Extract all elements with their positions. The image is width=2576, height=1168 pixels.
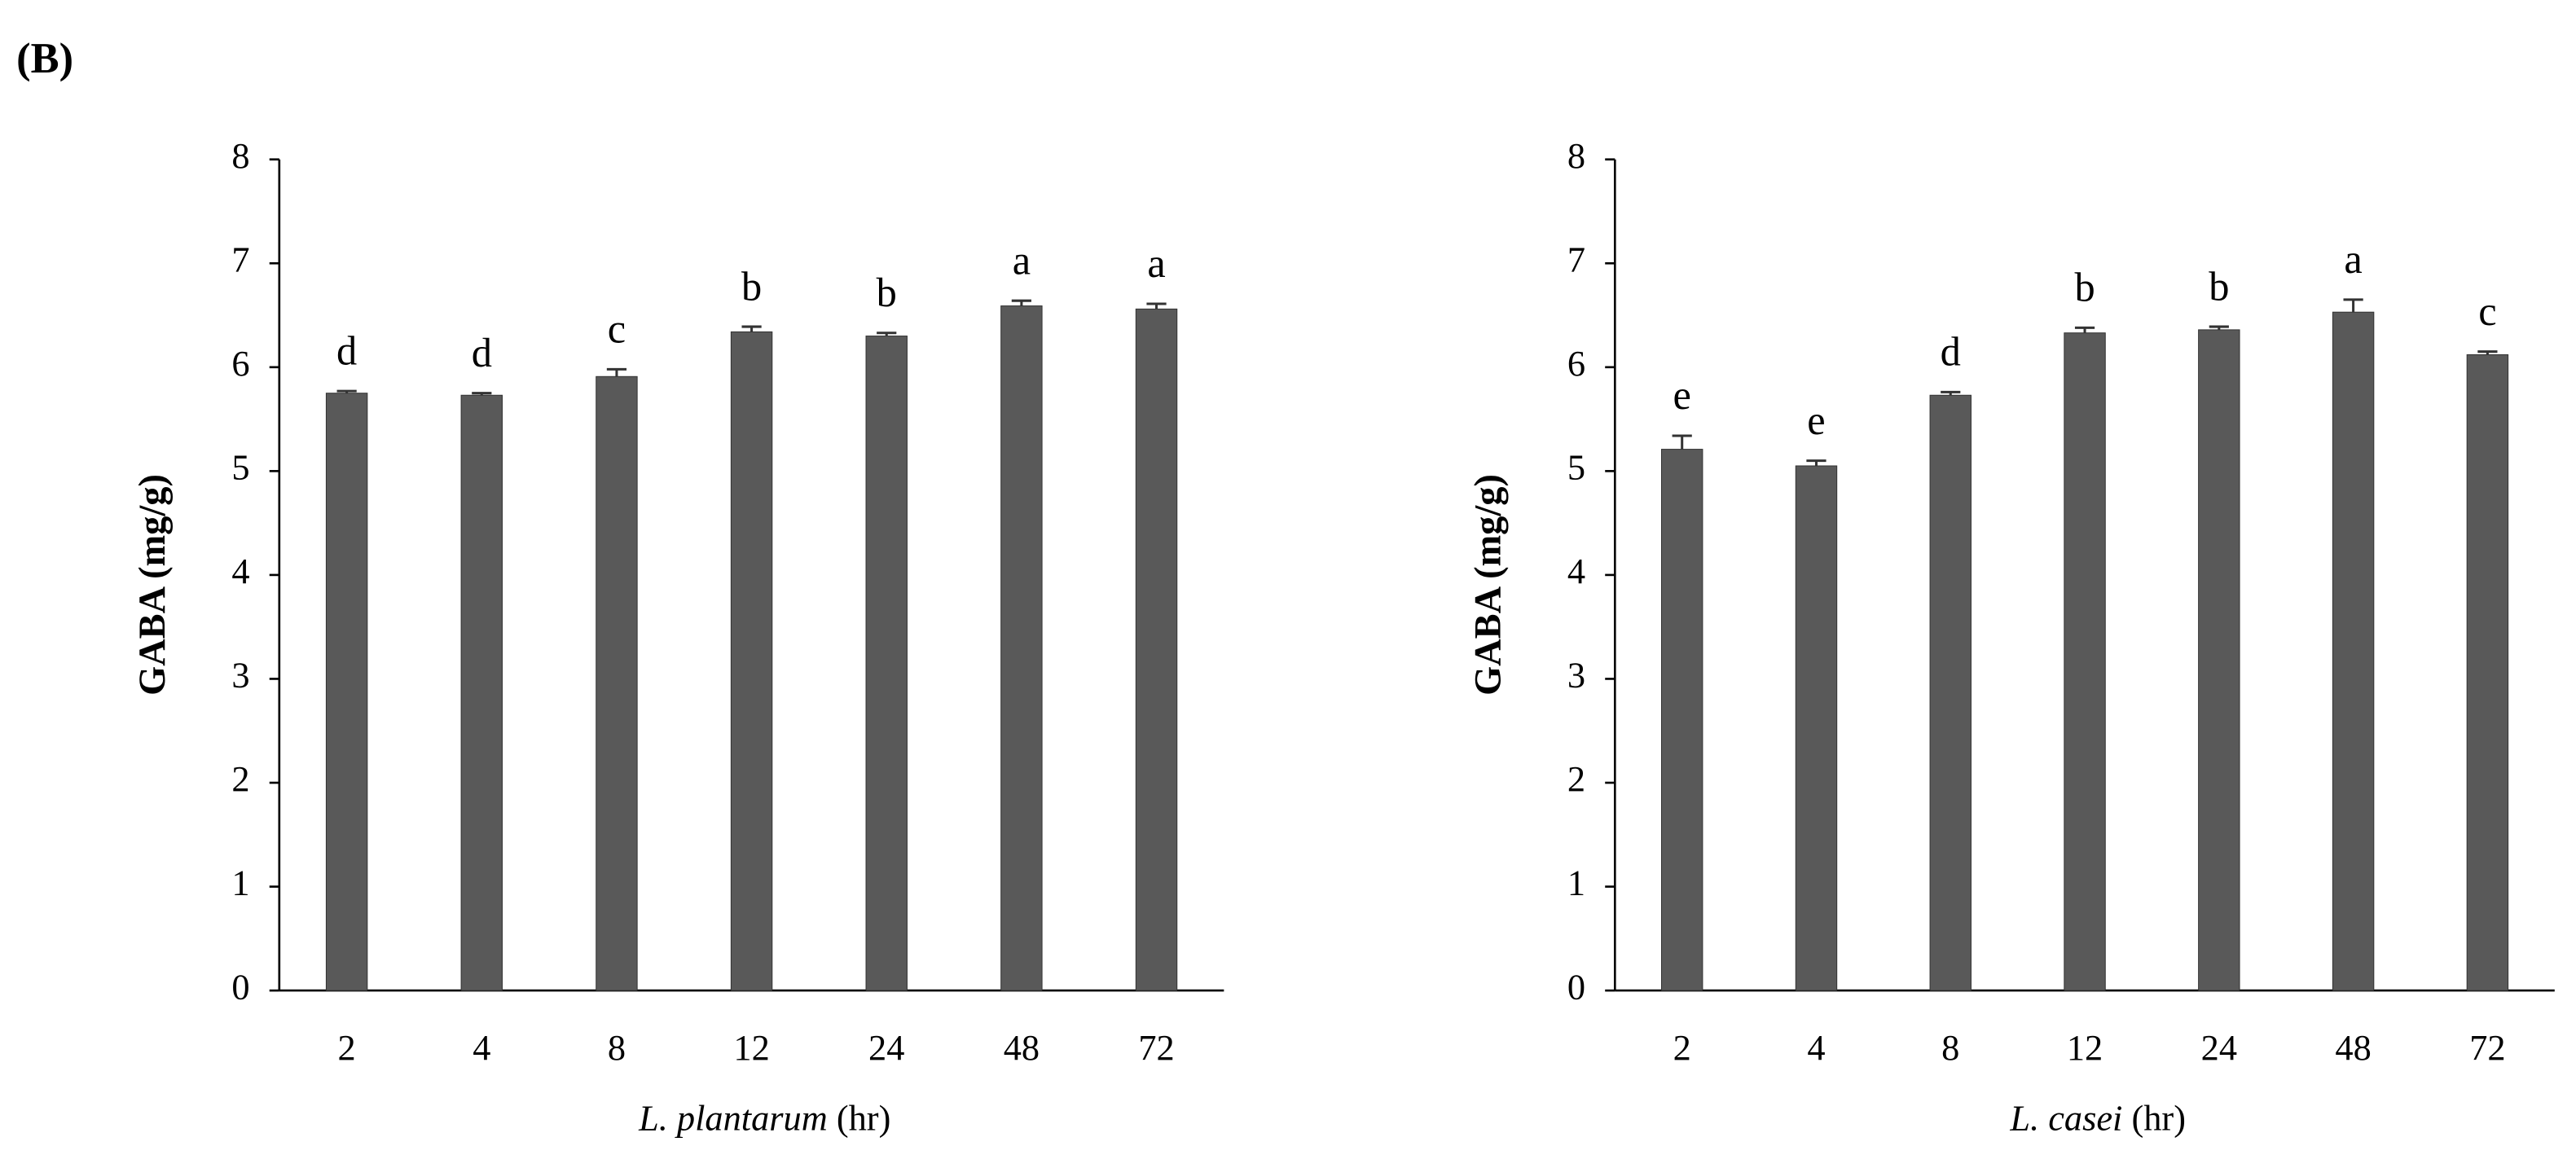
significance-label: b — [2074, 265, 2095, 310]
significance-label: e — [1807, 397, 1825, 443]
error-bar — [1011, 299, 1031, 306]
y-tick-label: 3 — [231, 655, 249, 696]
significance-label: d — [1941, 329, 1961, 375]
y-tick-label: 8 — [1567, 135, 1585, 176]
y-axis-label: GABA (mg/g) — [1468, 474, 1510, 696]
x-tick-label: 48 — [2335, 1027, 2371, 1068]
x-tick-label: 2 — [338, 1027, 356, 1068]
error-bar — [1146, 302, 1167, 310]
panel-label: (B) — [16, 35, 73, 82]
y-tick-label: 8 — [231, 135, 249, 176]
x-tick-label: 72 — [1138, 1027, 1174, 1068]
bar — [596, 375, 638, 991]
significance-label: b — [741, 263, 762, 309]
x-axis-label: L. plantarum (hr) — [638, 1098, 890, 1139]
significance-label: d — [472, 330, 492, 375]
bar — [2332, 311, 2375, 991]
bar — [2466, 354, 2509, 991]
error-bar — [1941, 390, 1961, 396]
y-axis-label: GABA (mg/g) — [132, 474, 174, 696]
bar — [865, 336, 908, 991]
significance-label: c — [608, 306, 626, 352]
y-tick-label: 6 — [1567, 343, 1585, 384]
x-axis-label-unit: (hr) — [837, 1098, 891, 1139]
error-bar — [741, 325, 762, 332]
error-bar — [1806, 459, 1826, 466]
x-axis-label-species: L. plantarum — [638, 1098, 828, 1139]
error-bar — [2074, 326, 2095, 333]
y-tick-label: 5 — [1567, 447, 1585, 488]
y-tick-label: 2 — [231, 758, 249, 799]
significance-label: d — [336, 327, 357, 373]
y-tick-label: 0 — [231, 966, 249, 1007]
bar — [460, 394, 503, 991]
bar — [2064, 332, 2106, 991]
y-tick-label: 4 — [1567, 551, 1585, 591]
x-tick-label: 12 — [2067, 1027, 2103, 1068]
y-tick-label: 1 — [231, 863, 249, 903]
bar — [1135, 308, 1178, 991]
x-tick-label: 48 — [1004, 1027, 1040, 1068]
x-tick-label: 4 — [1807, 1027, 1825, 1068]
y-tick-label: 6 — [231, 343, 249, 384]
error-bar — [877, 332, 897, 336]
significance-label: b — [877, 270, 897, 315]
significance-label: b — [2209, 263, 2229, 309]
error-bar — [2343, 298, 2363, 313]
y-tick-label: 4 — [231, 551, 249, 591]
y-tick-label: 0 — [1567, 966, 1585, 1007]
significance-label: c — [2478, 288, 2496, 334]
x-tick-label: 2 — [1673, 1027, 1691, 1068]
significance-label: a — [1147, 240, 1165, 286]
y-tick-label: 7 — [1567, 239, 1585, 279]
y-tick-label: 1 — [1567, 863, 1585, 903]
significance-label: a — [2344, 236, 2362, 282]
x-axis-label-unit: (hr) — [2131, 1098, 2185, 1139]
error-bar — [606, 367, 627, 377]
y-tick-label: 5 — [231, 447, 249, 488]
x-tick-label: 24 — [2201, 1027, 2237, 1068]
bar — [1660, 449, 1703, 991]
significance-label: e — [1673, 372, 1691, 418]
x-tick-label: 8 — [608, 1027, 626, 1068]
error-bar — [2209, 325, 2229, 330]
bar — [1929, 394, 1972, 991]
x-tick-label: 72 — [2469, 1027, 2505, 1068]
error-bar — [336, 389, 357, 393]
x-tick-label: 4 — [473, 1027, 490, 1068]
bar — [730, 331, 773, 991]
bar — [2198, 329, 2240, 991]
x-tick-label: 8 — [1941, 1027, 1959, 1068]
bar — [1795, 465, 1838, 991]
error-bar — [1672, 434, 1692, 450]
y-tick-label: 7 — [231, 239, 249, 279]
x-tick-label: 12 — [733, 1027, 769, 1068]
x-axis-label-species: L. casei — [2009, 1098, 2122, 1139]
y-tick-label: 2 — [1567, 758, 1585, 799]
error-bar — [2477, 350, 2498, 355]
x-axis-label: L. casei (hr) — [2009, 1098, 2186, 1139]
bar — [325, 393, 368, 991]
error-bar — [472, 392, 492, 396]
x-tick-label: 24 — [868, 1027, 904, 1068]
y-tick-label: 3 — [1567, 655, 1585, 696]
significance-label: a — [1013, 237, 1031, 283]
bar — [1000, 305, 1043, 991]
